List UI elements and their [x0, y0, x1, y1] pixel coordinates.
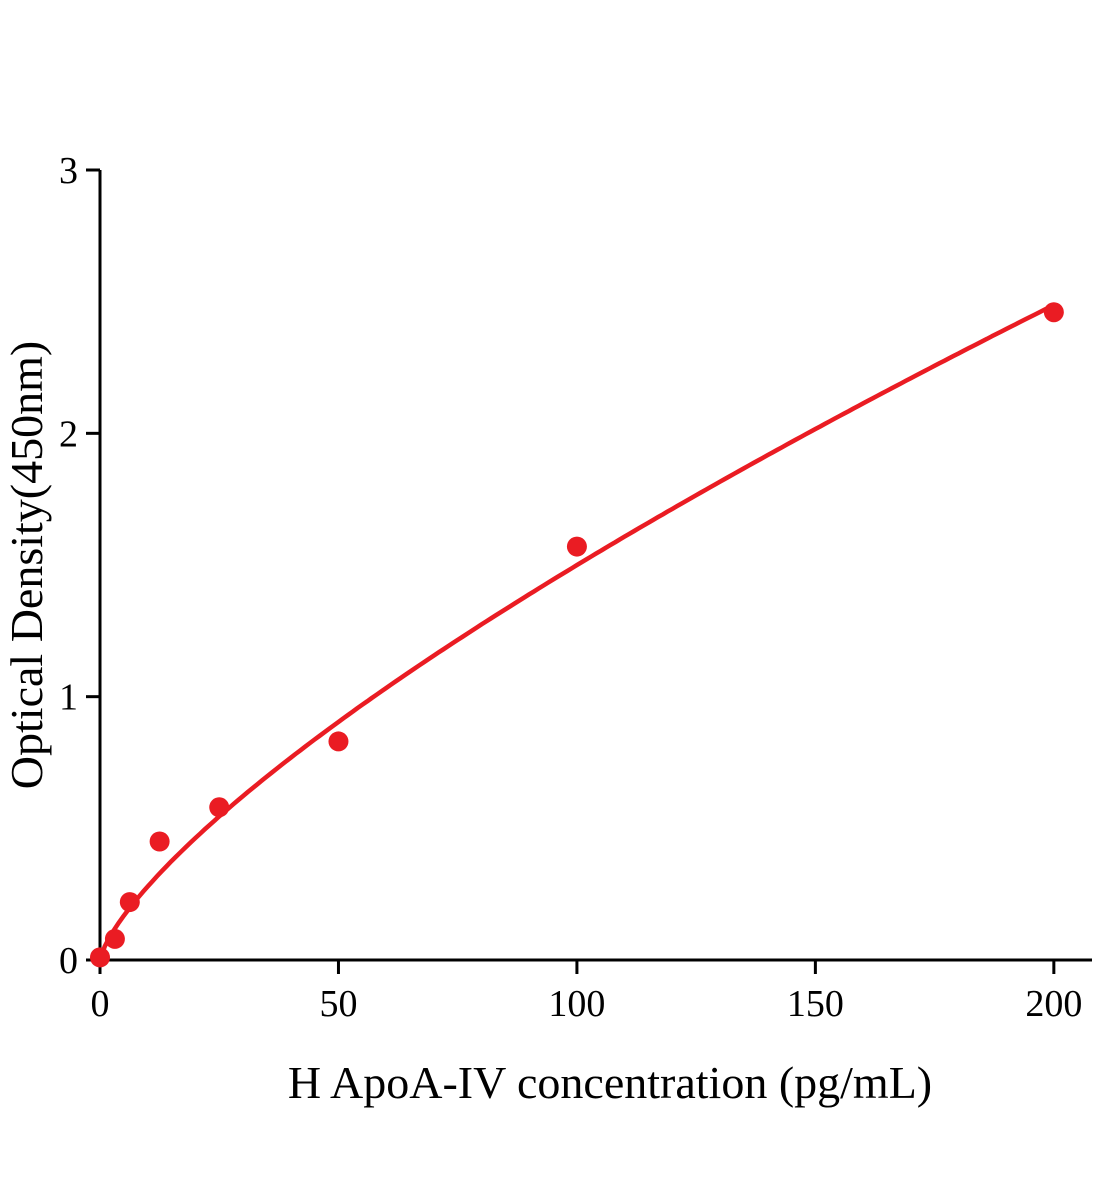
- data-point: [149, 831, 170, 852]
- data-point: [90, 947, 110, 968]
- x-tick-label: 50: [319, 983, 357, 1025]
- x-tick-label: 100: [548, 983, 605, 1025]
- y-tick-label: 3: [59, 150, 78, 192]
- data-point: [1043, 302, 1064, 323]
- y-axis-title: Optical Density(450nm): [1, 341, 52, 789]
- y-tick-label: 2: [59, 413, 78, 455]
- data-point: [209, 797, 230, 818]
- x-axis-title: H ApoA-IV concentration (pg/mL): [288, 1057, 932, 1108]
- x-tick-label: 200: [1025, 983, 1082, 1025]
- data-point: [566, 536, 587, 557]
- data-point: [328, 731, 349, 752]
- data-point: [104, 928, 125, 949]
- y-tick-label: 1: [59, 677, 78, 719]
- x-tick-label: 150: [787, 983, 844, 1025]
- x-tick-label: 0: [91, 983, 110, 1025]
- fit-curve: [97, 302, 1057, 963]
- plot-area: 0 50 100 150 200 0 1 2 3: [59, 150, 1092, 1025]
- y-tick-label: 0: [59, 940, 78, 982]
- data-point: [119, 892, 140, 913]
